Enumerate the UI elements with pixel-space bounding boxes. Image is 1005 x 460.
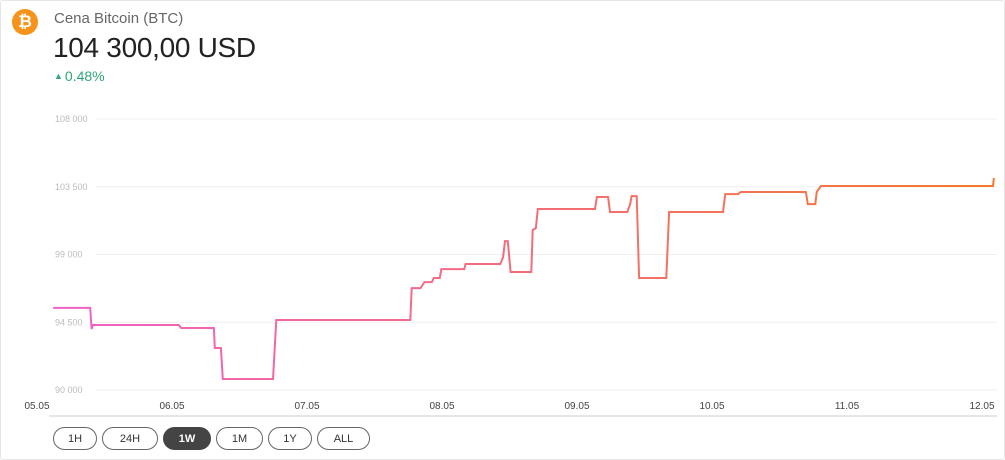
bitcoin-icon: ₿: [12, 9, 38, 35]
y-tick-label: 103 500: [55, 182, 88, 192]
x-tick-label: 12.05: [969, 401, 994, 412]
range-button-1w[interactable]: 1W: [163, 427, 211, 450]
range-button-1y[interactable]: 1Y: [268, 427, 312, 450]
x-tick-label: 07.05: [294, 401, 319, 412]
y-tick-label: 108 000: [55, 114, 88, 124]
x-tick-label: 09.05: [564, 401, 589, 412]
y-tick-label: 99 000: [55, 250, 83, 260]
triangle-up-icon: ▲: [54, 71, 63, 81]
y-tick-label: 90 000: [55, 385, 83, 395]
price-change-value: 0.48%: [64, 68, 105, 84]
x-tick-label: 06.05: [159, 401, 184, 412]
y-tick-label: 94 500: [55, 317, 83, 327]
range-button-all[interactable]: ALL: [317, 427, 370, 450]
range-button-1m[interactable]: 1M: [216, 427, 263, 450]
price-change: ▲ 0.48%: [54, 68, 105, 84]
x-tick-label: 10.05: [699, 401, 724, 412]
range-button-1h[interactable]: 1H: [53, 427, 97, 450]
current-price: 104 300,00 USD: [53, 32, 256, 63]
price-line: [53, 177, 995, 380]
x-tick-label: 08.05: [429, 401, 454, 412]
asset-title: Cena Bitcoin (BTC): [54, 10, 184, 27]
x-tick-label: 11.05: [835, 401, 860, 412]
range-button-24h[interactable]: 24H: [102, 427, 158, 450]
range-selector: 1H 24H 1W 1M 1Y ALL: [53, 427, 370, 450]
price-chart: 108 000 103 500 99 000 94 500 90 000 05.05 06…: [24, 114, 997, 417]
x-tick-label: 05.05: [24, 401, 49, 412]
